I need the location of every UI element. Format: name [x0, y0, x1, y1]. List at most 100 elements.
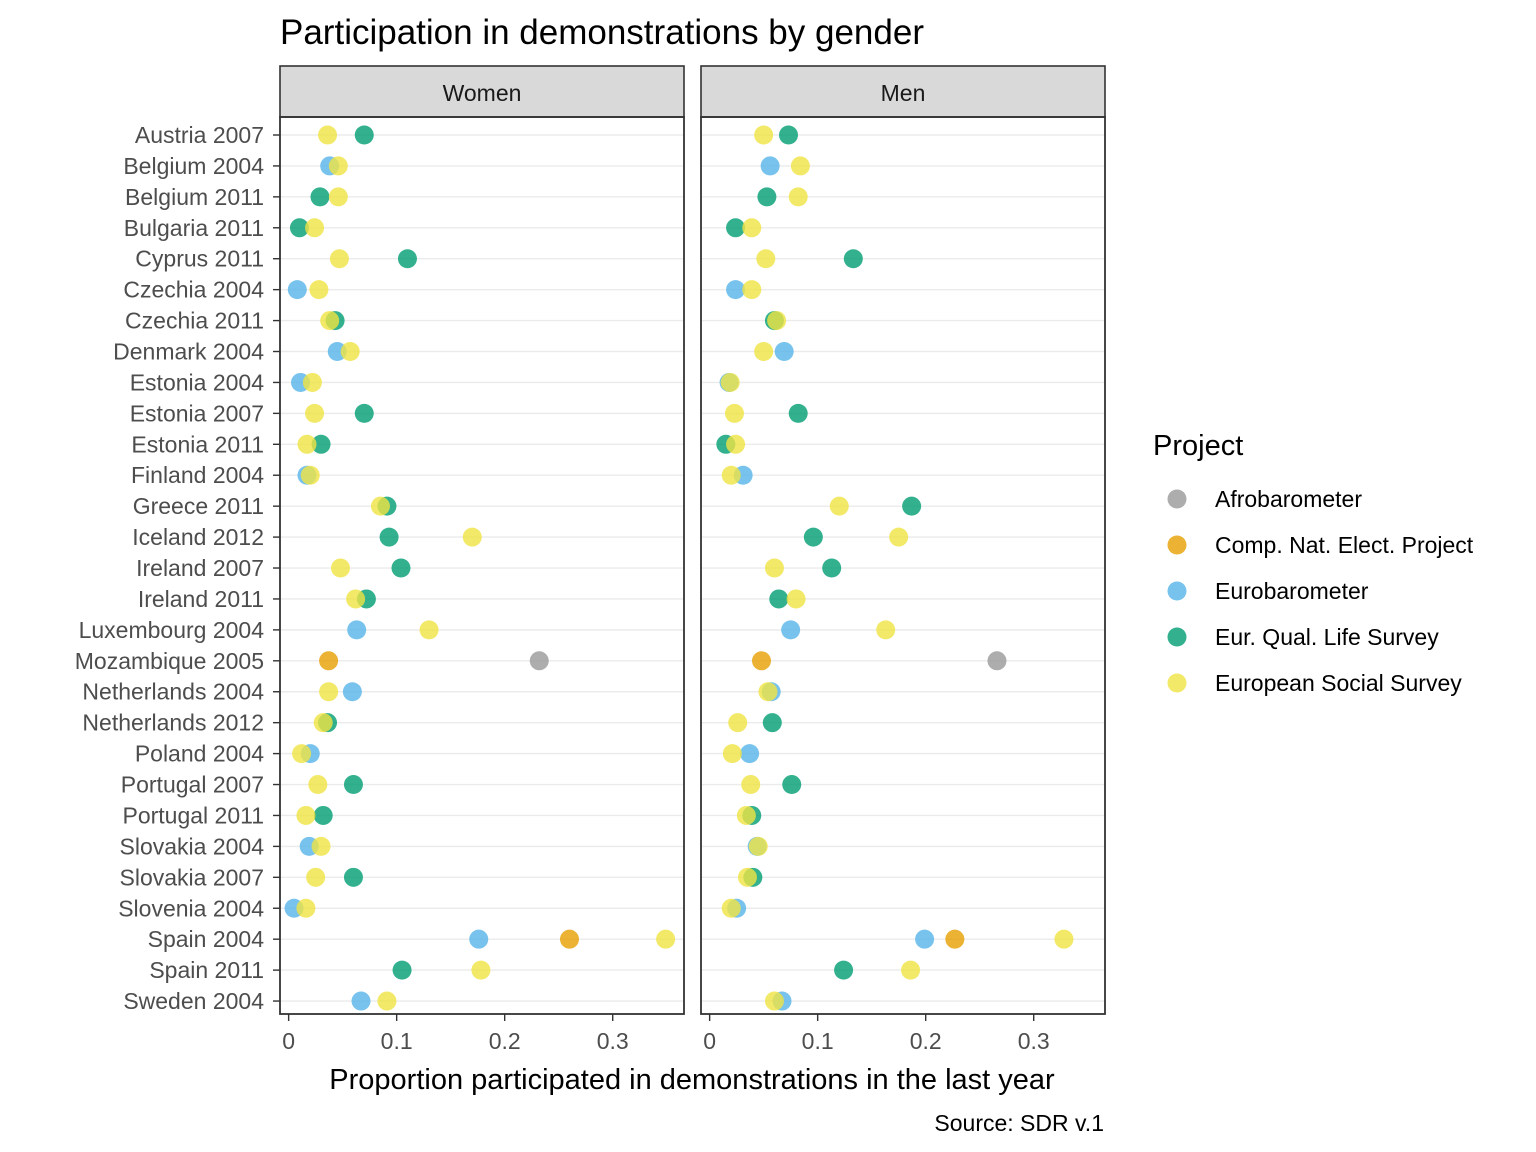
x-axis-title: Proportion participated in demonstration… [329, 1064, 1055, 1096]
point-european-social-survey-denmark-2004 [340, 342, 360, 362]
legend-key-european-social-survey [1167, 673, 1187, 693]
point-european-social-survey-cyprus-2011 [756, 249, 776, 269]
point-afrobarometer-mozambique-2005 [987, 651, 1007, 671]
point-european-social-survey-estonia-2011 [726, 434, 746, 454]
y-tick-label-slovakia-2007: Slovakia 2007 [120, 864, 265, 890]
point-european-social-survey-czechia-2004 [742, 280, 762, 300]
point-eur-qual-life-survey-bulgaria-2011 [289, 218, 309, 238]
y-tick-label-ireland-2007: Ireland 2007 [136, 555, 264, 581]
point-european-social-survey-slovenia-2004 [296, 898, 316, 918]
legend-label-eurobarometer: Eurobarometer [1215, 578, 1369, 604]
y-axis-labels: Austria 2007 Belgium 2004 Belgium 2011 Bulg… [75, 122, 280, 1014]
point-european-social-survey-ireland-2007 [764, 558, 784, 578]
point-european-social-survey-luxembourg-2004 [419, 620, 439, 640]
point-eur-qual-life-survey-spain-2011 [392, 960, 412, 980]
point-eur-qual-life-survey-belgium-2011 [310, 187, 330, 207]
point-european-social-survey-cyprus-2011 [329, 249, 349, 269]
point-european-social-survey-slovakia-2004 [311, 836, 331, 856]
point-european-social-survey-czechia-2011 [320, 311, 340, 331]
point-eurobarometer-netherlands-2004 [342, 682, 362, 702]
point-eur-qual-life-survey-cyprus-2011 [843, 249, 863, 269]
y-tick-label-slovenia-2004: Slovenia 2004 [118, 895, 264, 921]
y-tick-label-belgium-2011: Belgium 2011 [125, 184, 264, 210]
point-european-social-survey-spain-2004 [656, 929, 676, 949]
y-tick-label-spain-2011: Spain 2011 [149, 957, 264, 983]
y-tick-label-estonia-2004: Estonia 2004 [130, 369, 264, 395]
point-european-social-survey-netherlands-2012 [313, 713, 333, 733]
y-tick-label-austria-2007: Austria 2007 [135, 122, 264, 148]
facet-strip [700, 65, 1106, 118]
point-eur-qual-life-survey-ireland-2007 [391, 558, 411, 578]
y-tick-label-spain-2004: Spain 2004 [148, 926, 265, 952]
y-tick-label-poland-2004: Poland 2004 [135, 741, 264, 767]
point-eurobarometer-spain-2004 [915, 929, 935, 949]
point-comp-nat-elect-project-mozambique-2005 [751, 651, 771, 671]
chart-caption: Source: SDR v.1 [934, 1110, 1104, 1136]
y-tick-label-estonia-2007: Estonia 2007 [130, 400, 264, 426]
point-eur-qual-life-survey-iceland-2012 [379, 527, 399, 547]
point-european-social-survey-belgium-2011 [328, 187, 348, 207]
point-european-social-survey-poland-2004 [722, 744, 742, 764]
point-eur-qual-life-survey-portugal-2007 [343, 775, 363, 795]
point-eur-qual-life-survey-estonia-2011 [311, 434, 331, 454]
y-tick-label-portugal-2007: Portugal 2007 [121, 772, 264, 798]
point-european-social-survey-czechia-2011 [767, 311, 787, 331]
point-european-social-survey-portugal-2007 [308, 775, 328, 795]
y-tick-label-czechia-2011: Czechia 2011 [125, 308, 264, 334]
point-european-social-survey-portugal-2007 [741, 775, 761, 795]
point-eur-qual-life-survey-cyprus-2011 [397, 249, 417, 269]
legend-label-eur-qual-life-survey: Eur. Qual. Life Survey [1215, 624, 1439, 650]
y-tick-label-portugal-2011: Portugal 2011 [122, 802, 264, 828]
point-comp-nat-elect-project-mozambique-2005 [319, 651, 339, 671]
y-tick-label-luxembourg-2004: Luxembourg 2004 [79, 617, 265, 643]
point-european-social-survey-finland-2004 [300, 465, 320, 485]
point-european-social-survey-greece-2011 [829, 496, 849, 516]
y-tick-label-cyprus-2011: Cyprus 2011 [135, 246, 264, 272]
point-eurobarometer-czechia-2004 [287, 280, 307, 300]
y-tick-label-belgium-2004: Belgium 2004 [123, 153, 264, 179]
y-tick-label-greece-2011: Greece 2011 [133, 493, 264, 519]
point-european-social-survey-bulgaria-2011 [305, 218, 325, 238]
point-eur-qual-life-survey-estonia-2007 [354, 403, 374, 423]
legend-label-comp-nat-elect-project: Comp. Nat. Elect. Project [1215, 532, 1474, 558]
point-afrobarometer-mozambique-2005 [529, 651, 549, 671]
point-european-social-survey-portugal-2011 [296, 805, 316, 825]
y-tick-label-czechia-2004: Czechia 2004 [123, 277, 264, 303]
point-eur-qual-life-survey-austria-2007 [778, 125, 798, 145]
x-tick-label: 0.2 [489, 1028, 521, 1054]
y-tick-label-denmark-2004: Denmark 2004 [113, 339, 264, 365]
point-comp-nat-elect-project-spain-2004 [559, 929, 579, 949]
facet-label-women: Women [443, 80, 522, 106]
point-eur-qual-life-survey-austria-2007 [354, 125, 374, 145]
panels-layer: Women 0 0.1 0.2 0.3 Men 0 0.1 0.2 0.3 [279, 65, 1106, 1054]
x-tick-label: 0.1 [381, 1028, 413, 1054]
point-eur-qual-life-survey-greece-2011 [902, 496, 922, 516]
point-european-social-survey-poland-2004 [292, 744, 312, 764]
point-eur-qual-life-survey-portugal-2007 [782, 775, 802, 795]
point-european-social-survey-estonia-2007 [305, 403, 325, 423]
point-eurobarometer-czechia-2004 [726, 280, 746, 300]
point-eur-qual-life-survey-estonia-2007 [788, 403, 808, 423]
legend: Project Afrobarometer Comp. Nat. Elect. Pr… [1153, 430, 1474, 696]
panel-border [700, 116, 1106, 1015]
point-european-social-survey-czechia-2004 [309, 280, 329, 300]
point-eur-qual-life-survey-netherlands-2012 [762, 713, 782, 733]
y-tick-label-slovakia-2004: Slovakia 2004 [120, 833, 265, 859]
point-eurobarometer-belgium-2004 [760, 156, 780, 176]
point-european-social-survey-slovakia-2004 [748, 836, 768, 856]
point-eur-qual-life-survey-ireland-2011 [769, 589, 789, 609]
point-comp-nat-elect-project-spain-2004 [945, 929, 965, 949]
point-european-social-survey-sweden-2004 [764, 991, 784, 1011]
facet-strip [279, 65, 685, 118]
point-eur-qual-life-survey-portugal-2011 [313, 805, 333, 825]
facet-label-men: Men [881, 80, 926, 106]
point-eur-qual-life-survey-spain-2011 [834, 960, 854, 980]
point-european-social-survey-ireland-2011 [786, 589, 806, 609]
point-european-social-survey-estonia-2007 [724, 403, 744, 423]
y-tick-label-bulgaria-2011: Bulgaria 2011 [124, 215, 264, 241]
point-european-social-survey-austria-2007 [318, 125, 338, 145]
point-eurobarometer-spain-2004 [469, 929, 489, 949]
y-tick-label-iceland-2012: Iceland 2012 [132, 524, 264, 550]
point-european-social-survey-spain-2011 [471, 960, 491, 980]
